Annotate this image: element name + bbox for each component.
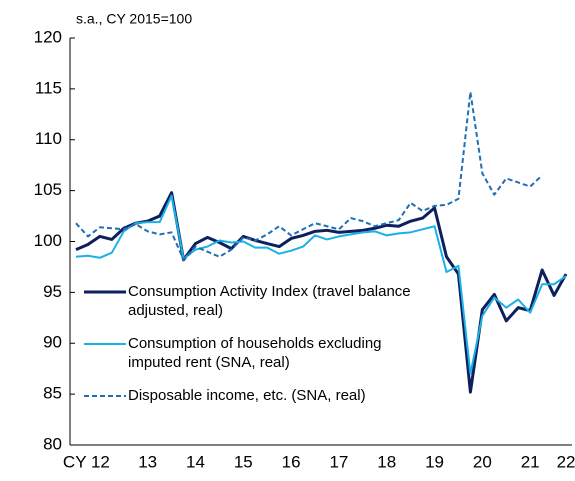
x-tick-label: 21 xyxy=(521,452,540,471)
y-tick-label: 80 xyxy=(43,434,62,453)
y-tick-label: 105 xyxy=(34,180,62,199)
y-tick-label: 90 xyxy=(43,333,62,352)
series-line xyxy=(75,90,543,261)
chart-subtitle: s.a., CY 2015=100 xyxy=(76,11,192,27)
legend-entry: Disposable income, etc. (SNA, real) xyxy=(82,386,422,405)
legend-swatch xyxy=(84,290,126,294)
legend-entry: Consumption Activity Index (travel balan… xyxy=(82,282,422,320)
x-tick-label: 20 xyxy=(473,452,492,471)
legend-swatch xyxy=(84,395,126,397)
y-tick-label: 100 xyxy=(34,231,62,250)
y-tick-label: 120 xyxy=(34,27,62,46)
x-tick-label: CY 12 xyxy=(63,452,110,471)
y-tick-label: 85 xyxy=(43,384,62,403)
legend: Consumption Activity Index (travel balan… xyxy=(82,282,422,419)
series-line xyxy=(75,194,567,375)
x-tick-label: 17 xyxy=(329,452,348,471)
y-tick-label: 95 xyxy=(43,282,62,301)
legend-label: Disposable income, etc. (SNA, real) xyxy=(128,387,366,404)
x-tick-label: 22 xyxy=(557,452,575,471)
x-tick-label: 16 xyxy=(282,452,301,471)
legend-label: Consumption Activity Index (travel balan… xyxy=(128,283,411,319)
x-tick-label: 15 xyxy=(234,452,253,471)
x-tick-label: 13 xyxy=(138,452,157,471)
x-tick-label: 19 xyxy=(425,452,444,471)
x-tick-label: 18 xyxy=(377,452,396,471)
series-line xyxy=(75,191,568,394)
y-tick-label: 110 xyxy=(35,129,62,148)
x-tick-label: 14 xyxy=(186,452,205,471)
legend-label: Consumption of households excluding impu… xyxy=(128,335,382,371)
legend-swatch xyxy=(84,343,126,345)
legend-entry: Consumption of households excluding impu… xyxy=(82,334,422,372)
y-tick-label: 115 xyxy=(35,78,62,97)
